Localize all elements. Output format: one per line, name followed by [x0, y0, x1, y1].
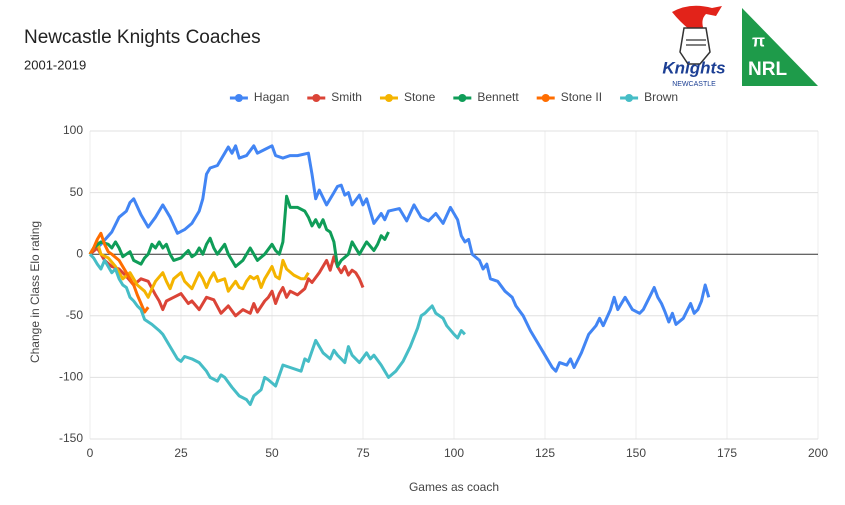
legend-dot: [625, 94, 634, 102]
series-line: [88, 253, 466, 406]
legend-dot: [234, 94, 243, 102]
legend-label: Smith: [331, 90, 362, 104]
legend-dot: [541, 94, 550, 102]
y-tick-label: -100: [59, 370, 83, 384]
logo-subtext: NEWCASTLE: [672, 81, 716, 88]
chart-subtitle: 2001-2019: [24, 57, 86, 72]
y-tick-label: 0: [76, 246, 83, 260]
x-tick-label: 25: [174, 446, 188, 460]
legend-dot: [312, 94, 321, 102]
logo-text: Knights: [662, 58, 725, 77]
y-tick-label: -150: [59, 431, 83, 445]
legend: Hagan Smith Stone Bennett Stone II Brown: [229, 90, 678, 104]
plume: [672, 5, 722, 30]
legend-item: Stone: [379, 90, 436, 104]
legend-label: Stone II: [561, 90, 602, 104]
legend-label: Hagan: [254, 90, 289, 104]
x-tick-label: 50: [265, 446, 279, 460]
x-tick-label: 175: [717, 446, 737, 460]
series-line: [88, 231, 150, 314]
legend-dot: [458, 94, 467, 102]
chart-title: Newcastle Knights Coaches: [24, 27, 261, 48]
series-line: [88, 194, 390, 268]
logo-text: NRL: [748, 59, 787, 80]
x-tick-label: 200: [808, 446, 828, 460]
x-tick-label: 150: [626, 446, 646, 460]
series-line: [89, 246, 365, 318]
y-tick-label: 100: [63, 123, 83, 137]
legend-label: Bennett: [477, 90, 519, 104]
x-axis-title: Games as coach: [409, 480, 499, 494]
legend-item: Brown: [620, 90, 678, 104]
series-line: [88, 144, 711, 373]
y-tick-label: 50: [70, 185, 84, 199]
helmet: [679, 27, 711, 65]
x-tick-label: 75: [356, 446, 370, 460]
knights-logo: Knights NEWCASTLE: [662, 5, 726, 88]
legend-label: Brown: [644, 90, 678, 104]
legend-item: Smith: [307, 90, 362, 104]
series-line: [88, 240, 310, 299]
legend-item: Stone II: [536, 90, 602, 104]
y-tick-label: -50: [66, 308, 84, 322]
legend-item: Bennett: [453, 90, 519, 104]
nrl-logo: π NRL: [742, 8, 818, 86]
logo-symbol: π: [752, 31, 765, 50]
x-tick-label: 100: [444, 446, 464, 460]
x-tick-label: 0: [87, 446, 94, 460]
y-axis-title: Change in Class Elo rating: [28, 221, 42, 363]
legend-dot: [384, 94, 393, 102]
triangle: [742, 8, 818, 86]
x-tick-label: 125: [535, 446, 555, 460]
legend-item: Hagan: [229, 90, 289, 104]
legend-label: Stone: [404, 90, 436, 104]
